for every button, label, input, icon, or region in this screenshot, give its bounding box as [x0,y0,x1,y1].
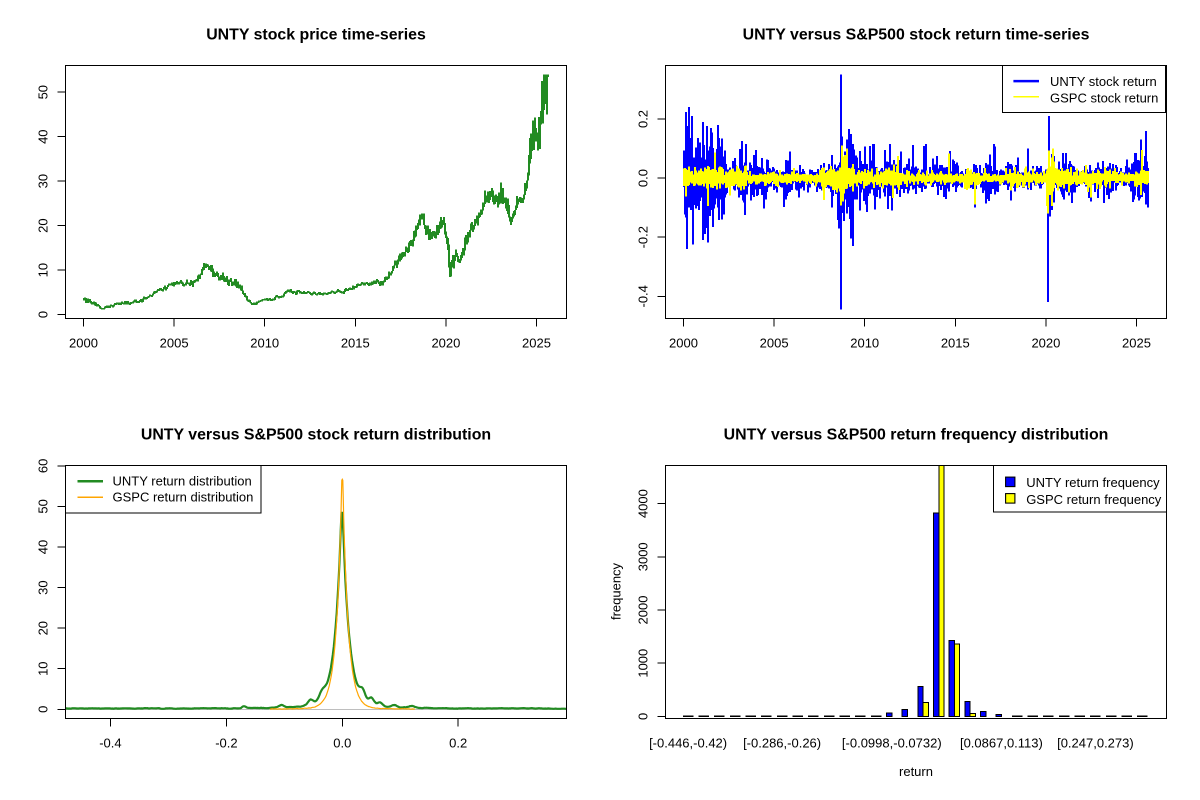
svg-text:UNTY versus S&P500 stock retur: UNTY versus S&P500 stock return time-ser… [743,27,1090,44]
svg-text:GSPC return distribution: GSPC return distribution [113,490,254,505]
svg-text:4000: 4000 [636,489,651,518]
svg-text:2005: 2005 [760,336,789,351]
svg-text:0: 0 [36,311,51,318]
svg-text:2015: 2015 [941,336,970,351]
svg-text:3000: 3000 [636,542,651,571]
svg-text:20: 20 [36,621,51,635]
svg-text:2010: 2010 [250,336,279,351]
svg-text:2015: 2015 [341,336,370,351]
svg-text:[0.0867,0.113): [0.0867,0.113) [960,736,1043,751]
svg-text:UNTY versus S&P500 return freq: UNTY versus S&P500 return frequency dist… [724,427,1109,444]
svg-text:0.2: 0.2 [636,110,651,128]
svg-text:2000: 2000 [69,336,98,351]
svg-text:2000: 2000 [636,596,651,625]
svg-text:50: 50 [36,499,51,513]
svg-text:2025: 2025 [522,336,551,351]
svg-text:[-0.446,-0.42): [-0.446,-0.42) [649,736,727,751]
svg-text:2025: 2025 [1122,336,1151,351]
svg-text:frequency: frequency [609,562,624,620]
svg-text:UNTY versus S&P500 stock retur: UNTY versus S&P500 stock return distribu… [141,427,491,444]
svg-text:0: 0 [36,706,51,713]
svg-text:-0.2: -0.2 [636,226,651,248]
svg-text:40: 40 [36,129,51,143]
svg-text:UNTY return frequency: UNTY return frequency [1026,475,1160,490]
svg-text:GSPC return frequency: GSPC return frequency [1026,492,1162,507]
svg-text:-0.4: -0.4 [99,736,121,751]
svg-text:30: 30 [36,580,51,594]
svg-text:UNTY return distribution: UNTY return distribution [113,474,252,489]
svg-text:GSPC stock return: GSPC stock return [1050,90,1158,105]
svg-text:2020: 2020 [1031,336,1060,351]
svg-text:return: return [899,764,933,779]
svg-text:0.0: 0.0 [333,736,351,751]
svg-text:-0.2: -0.2 [215,736,237,751]
svg-text:[0.247,0.273): [0.247,0.273) [1057,736,1134,751]
svg-text:UNTY stock price time-series: UNTY stock price time-series [206,27,426,44]
svg-text:UNTY stock return: UNTY stock return [1050,74,1157,89]
svg-text:30: 30 [36,174,51,188]
svg-text:60: 60 [36,459,51,473]
svg-text:0.2: 0.2 [449,736,467,751]
svg-text:2005: 2005 [160,336,189,351]
svg-text:[-0.0998,-0.0732): [-0.0998,-0.0732) [842,736,942,751]
svg-text:2000: 2000 [669,336,698,351]
svg-text:10: 10 [36,661,51,675]
svg-text:1000: 1000 [636,649,651,678]
svg-text:2010: 2010 [850,336,879,351]
svg-text:0: 0 [636,713,651,720]
svg-text:2020: 2020 [431,336,460,351]
svg-text:-0.4: -0.4 [636,285,651,307]
svg-text:50: 50 [36,85,51,99]
svg-text:40: 40 [36,540,51,554]
svg-text:0.0: 0.0 [636,169,651,187]
svg-text:20: 20 [36,218,51,232]
svg-text:[-0.286,-0.26): [-0.286,-0.26) [743,736,821,751]
svg-text:10: 10 [36,263,51,277]
